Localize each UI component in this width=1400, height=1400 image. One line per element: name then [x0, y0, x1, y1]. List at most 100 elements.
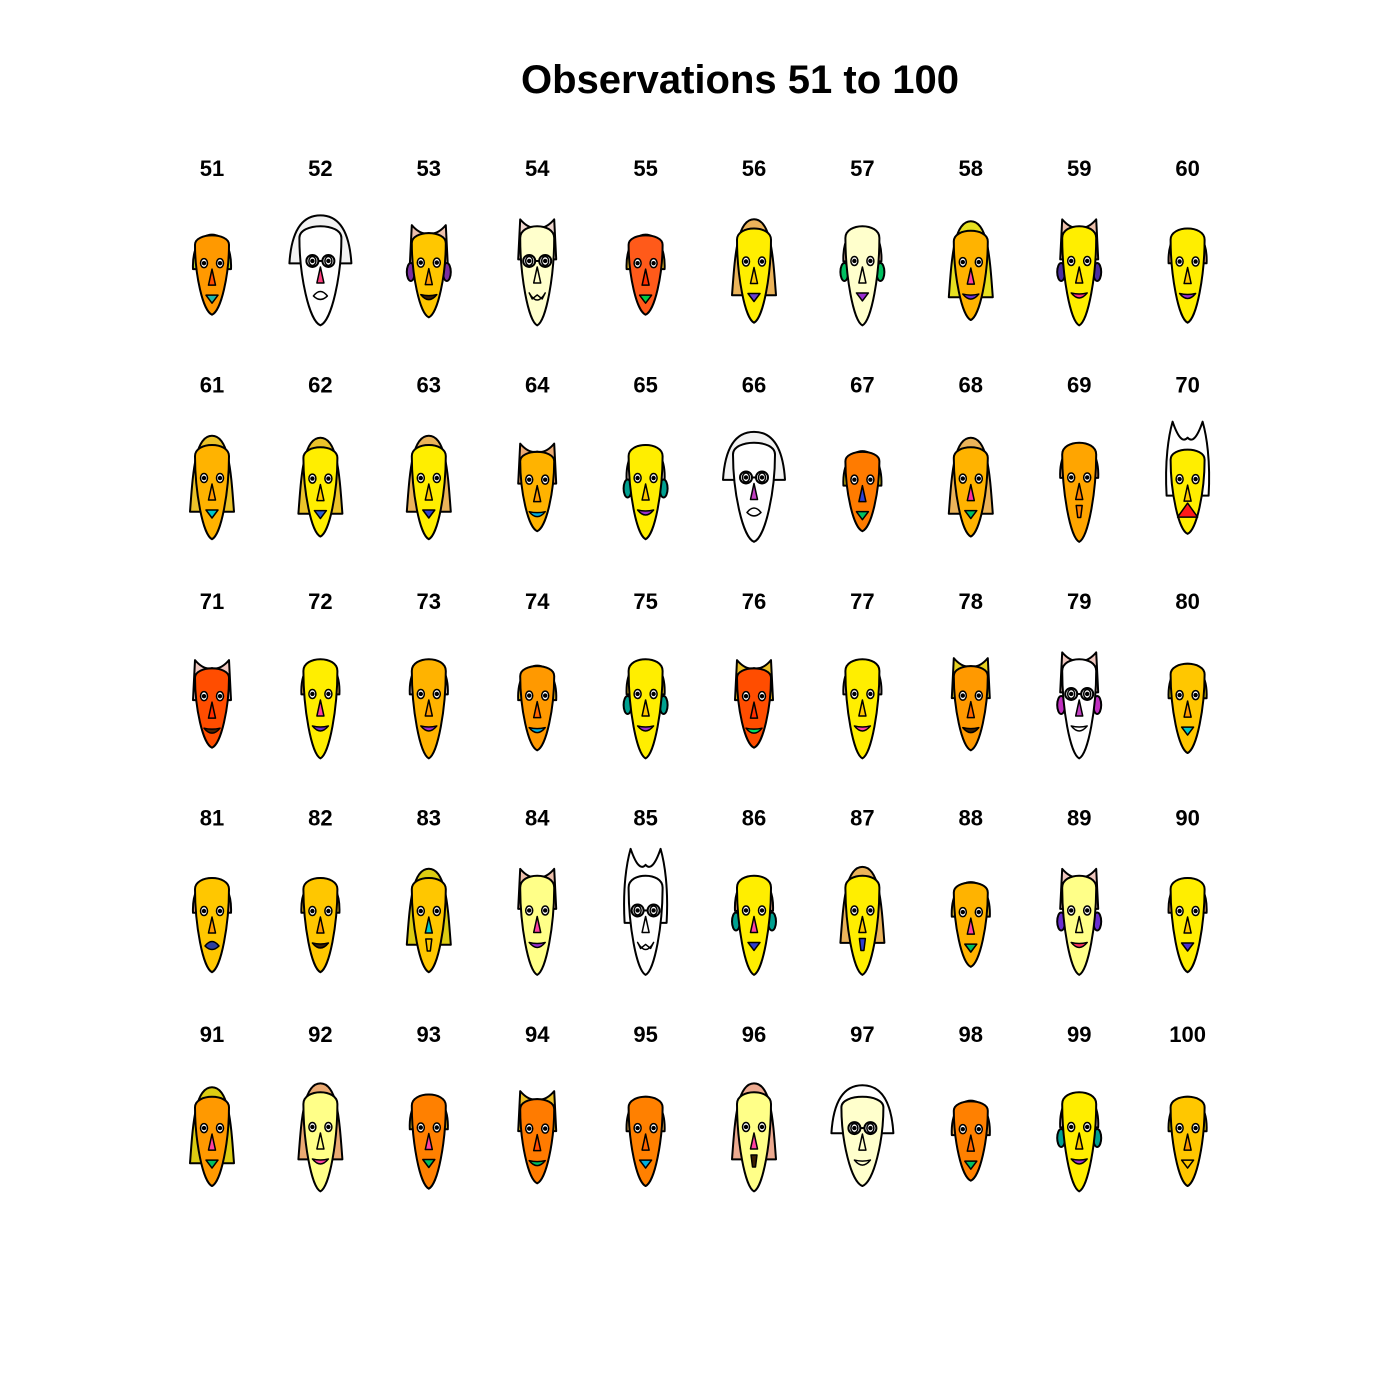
- pupil: [527, 693, 532, 698]
- mouth: [964, 509, 978, 520]
- mouth: [636, 941, 655, 951]
- face-label: 66: [742, 373, 766, 398]
- nose: [207, 483, 217, 501]
- face-label: 76: [742, 589, 766, 614]
- pupil: [543, 477, 548, 482]
- mouth: [528, 510, 546, 518]
- mouth: [964, 943, 978, 953]
- pupil: [310, 476, 315, 481]
- chart-title: Observations 51 to 100: [521, 58, 959, 102]
- mouth: [1180, 726, 1195, 736]
- face-label: 81: [200, 806, 224, 831]
- face-label: 79: [1067, 589, 1091, 614]
- face-89: [1056, 867, 1103, 976]
- nose: [858, 266, 867, 284]
- pupil: [976, 693, 981, 698]
- face-80: [1167, 662, 1208, 755]
- nose: [424, 483, 434, 501]
- face-56: [731, 218, 777, 324]
- mouth: [312, 290, 329, 301]
- nose: [1183, 266, 1192, 285]
- face-label: 67: [850, 373, 874, 398]
- mouth: [638, 294, 653, 304]
- pupil: [1069, 908, 1074, 913]
- pupil: [743, 1124, 749, 1130]
- pupil: [201, 693, 207, 699]
- mouth: [528, 941, 546, 949]
- pupil: [1085, 908, 1090, 913]
- nose: [966, 267, 976, 285]
- pupil: [651, 1125, 656, 1131]
- pupil: [960, 693, 965, 698]
- pupil: [326, 1124, 331, 1130]
- face-68: [947, 436, 994, 538]
- pupil: [960, 476, 965, 481]
- nose: [424, 916, 434, 934]
- mouth: [1075, 504, 1083, 519]
- pupil: [1069, 258, 1074, 264]
- nose: [207, 916, 217, 934]
- face-79: [1056, 651, 1103, 760]
- pupil: [418, 475, 423, 481]
- nose: [1074, 482, 1084, 501]
- face-77: [842, 658, 883, 760]
- nose: [316, 916, 325, 934]
- pupil: [635, 1125, 640, 1131]
- pupil: [434, 908, 439, 914]
- nose: [641, 699, 650, 717]
- face-59: [1056, 218, 1103, 327]
- pupil: [217, 475, 223, 481]
- pupil: [434, 260, 439, 265]
- pupil: [1085, 258, 1090, 264]
- face-label: 89: [1067, 806, 1091, 831]
- pupil: [868, 477, 873, 482]
- nose: [1074, 915, 1084, 934]
- face-96: [731, 1082, 777, 1193]
- pupil: [527, 908, 532, 913]
- face-label: 63: [417, 373, 441, 398]
- face-label: 87: [850, 806, 874, 831]
- face-61: [189, 434, 235, 541]
- mouth: [1180, 942, 1195, 952]
- pupil: [310, 908, 315, 914]
- pupil: [1193, 476, 1198, 482]
- pupil: [759, 259, 765, 264]
- face-64: [517, 442, 558, 533]
- face-label: 93: [417, 1022, 441, 1047]
- pupil: [743, 693, 749, 699]
- mouth: [746, 507, 762, 517]
- face-94: [517, 1090, 558, 1185]
- pupil: [1193, 259, 1198, 264]
- face-label: 78: [959, 589, 983, 614]
- face-label: 64: [525, 373, 550, 398]
- pupil: [310, 258, 315, 264]
- face-label: 82: [308, 806, 332, 831]
- nose: [532, 700, 542, 719]
- face-label: 90: [1175, 806, 1199, 831]
- face-label: 98: [959, 1022, 983, 1047]
- face-label: 61: [200, 373, 224, 398]
- face-69: [1059, 441, 1100, 543]
- face-label: 99: [1067, 1022, 1091, 1047]
- pupil: [759, 475, 765, 480]
- nose: [858, 915, 867, 934]
- mouth: [1070, 1158, 1088, 1165]
- face-87: [839, 865, 886, 976]
- face-57: [839, 225, 886, 327]
- mouth: [636, 725, 655, 732]
- face-label: 85: [633, 806, 657, 831]
- face-label: 94: [525, 1022, 550, 1047]
- nose: [641, 915, 650, 934]
- pupil: [852, 691, 857, 697]
- pupil: [543, 258, 548, 264]
- face-66: [722, 430, 786, 543]
- nose: [749, 266, 759, 285]
- nose: [207, 1133, 217, 1151]
- nose: [316, 266, 325, 284]
- mouth: [855, 292, 870, 302]
- mouth: [858, 937, 867, 952]
- mouth: [1180, 1159, 1195, 1169]
- mouth: [422, 509, 436, 519]
- pupil: [852, 258, 857, 264]
- face-label: 53: [417, 156, 441, 181]
